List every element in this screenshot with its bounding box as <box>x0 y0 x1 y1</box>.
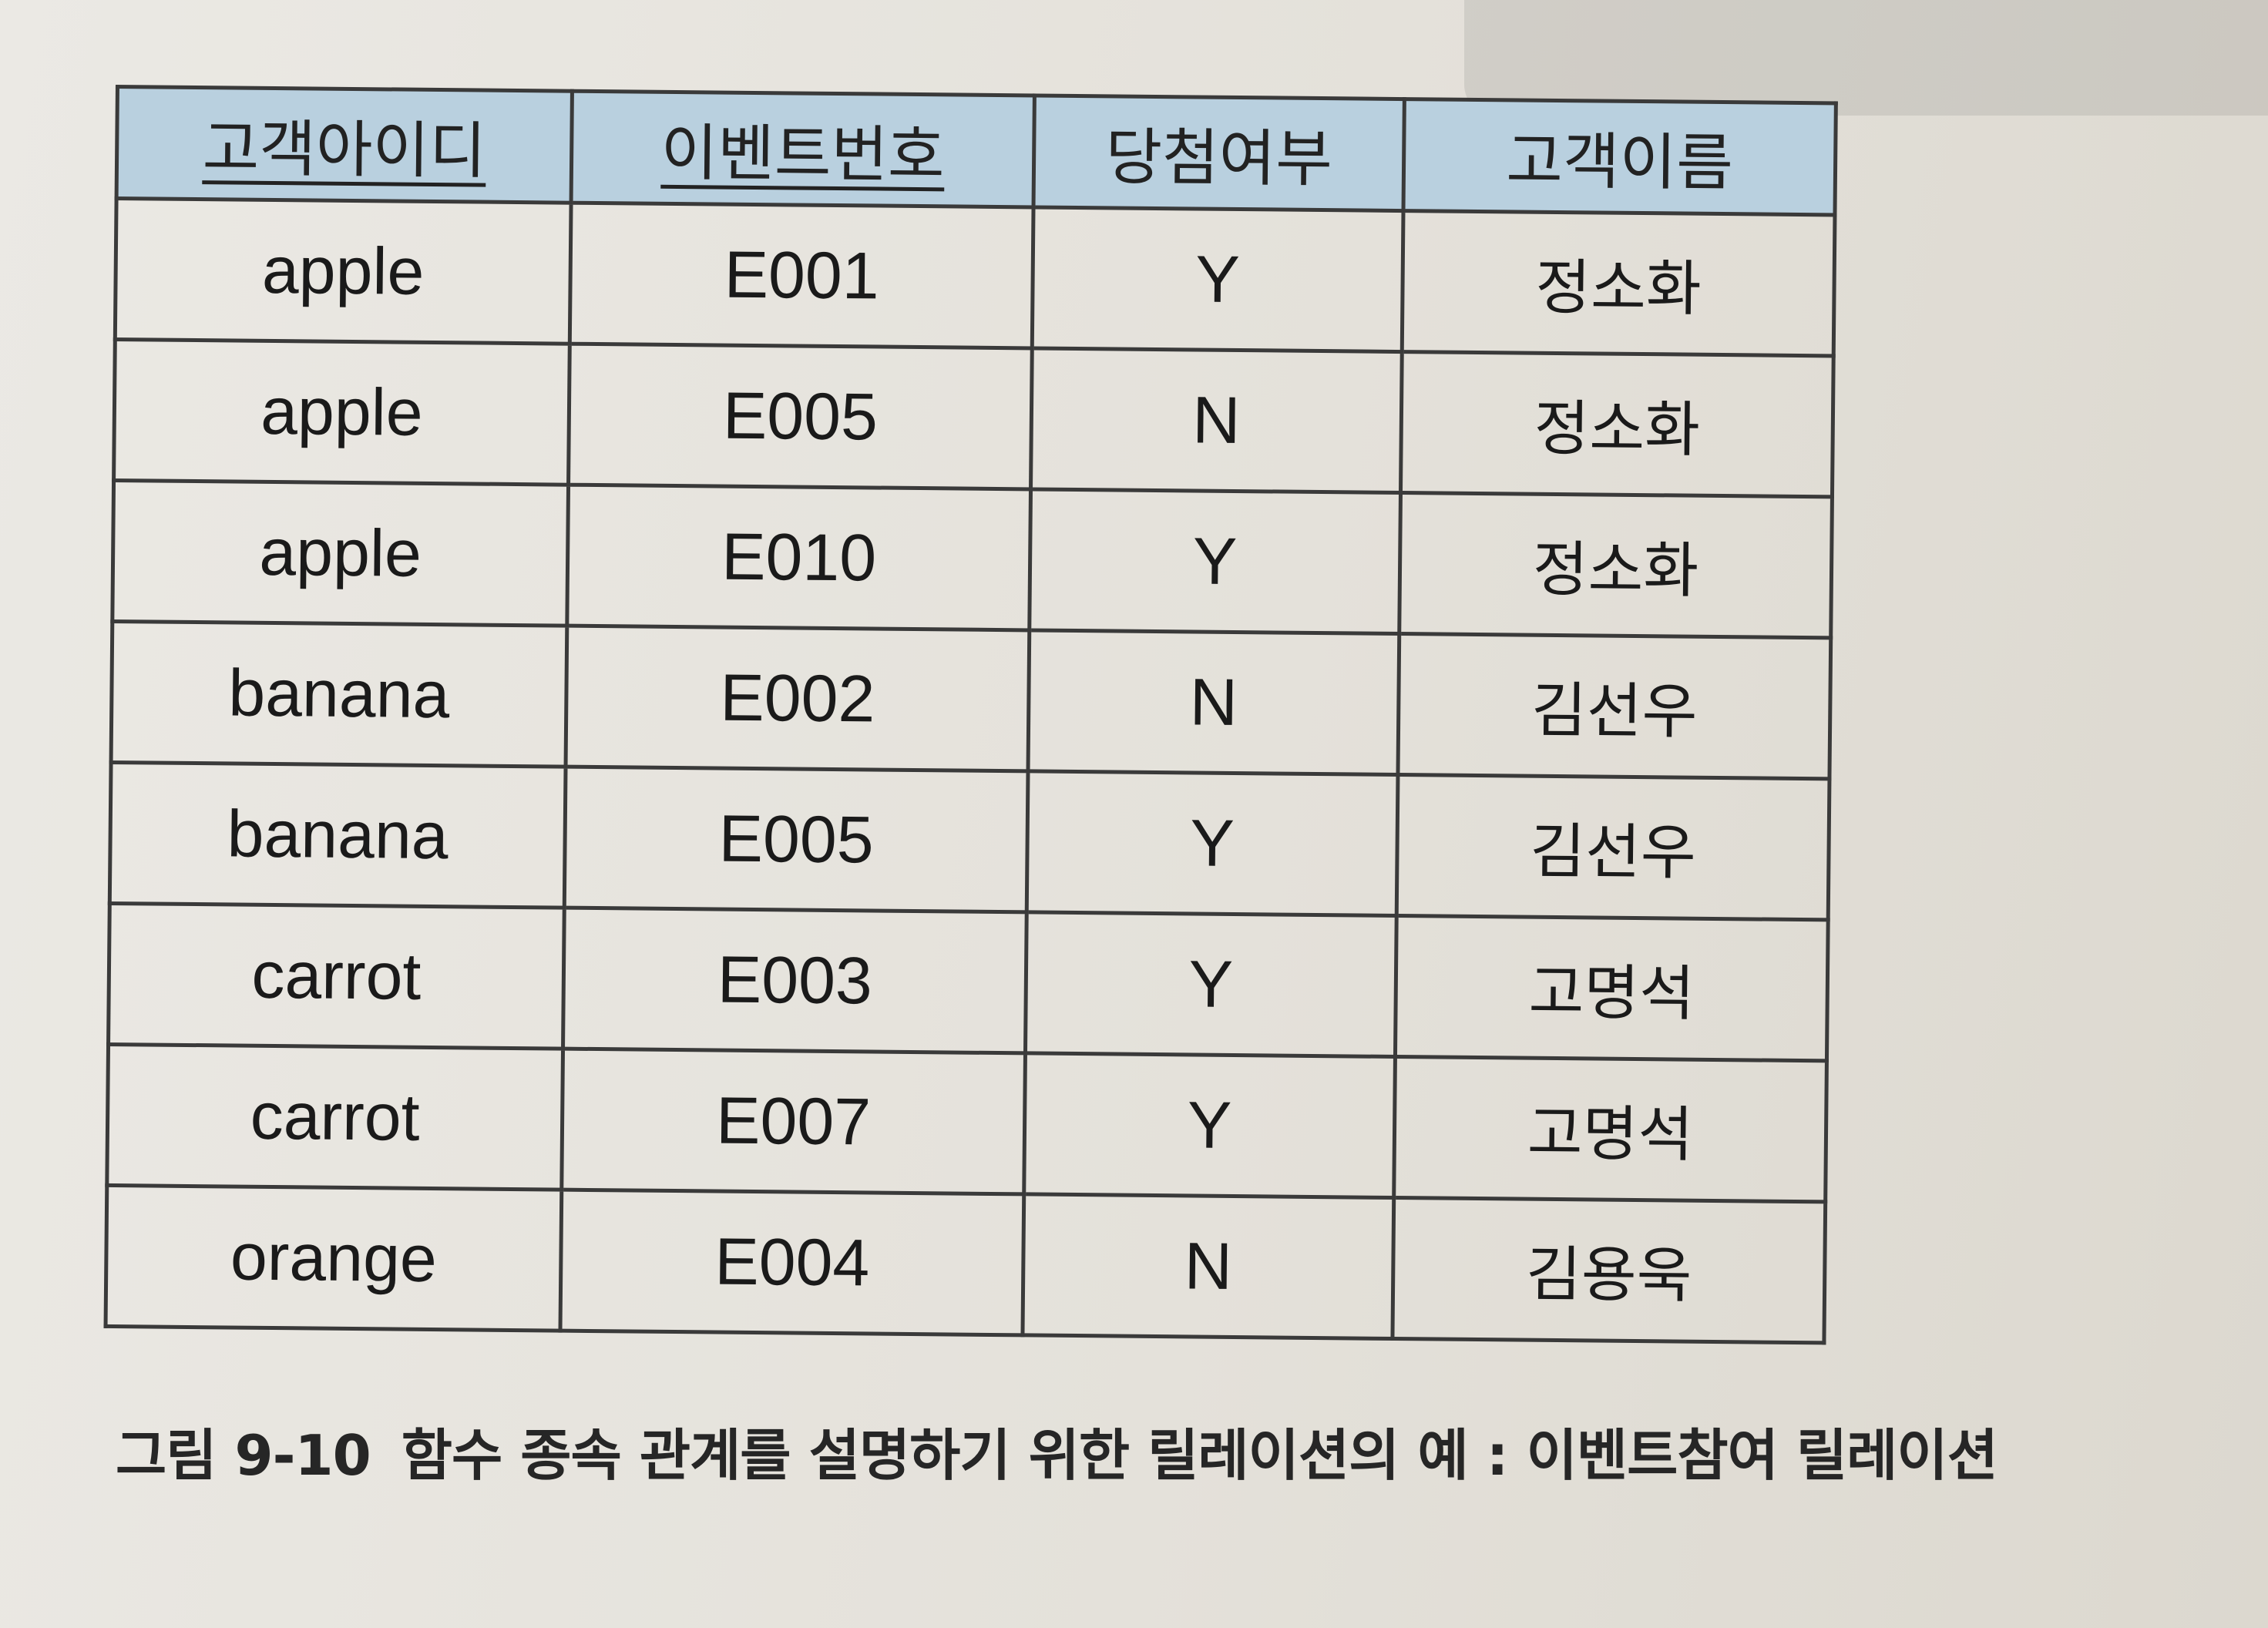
cell-win-status: N <box>1028 629 1399 775</box>
cell-event-number: E003 <box>563 908 1027 1053</box>
cell-win-status: Y <box>1026 770 1398 916</box>
table-row: carrot E003 Y 고명석 <box>108 903 1829 1061</box>
cell-event-number: E005 <box>564 767 1029 912</box>
cell-event-number: E007 <box>561 1049 1026 1194</box>
header-label: 이벤트번호 <box>660 116 946 192</box>
cell-event-number: E004 <box>560 1190 1024 1335</box>
cell-event-number: E001 <box>570 203 1034 348</box>
table-row: banana E002 N 김선우 <box>111 621 1831 779</box>
cell-customer-id: banana <box>111 621 567 767</box>
cell-customer-id: banana <box>109 762 566 908</box>
cell-customer-id: apple <box>115 198 572 344</box>
table-row: apple E001 Y 정소화 <box>115 198 1835 356</box>
cell-customer-id: orange <box>106 1185 562 1331</box>
header-label: 고객아이디 <box>202 112 487 187</box>
table-row: apple E010 Y 정소화 <box>112 480 1833 638</box>
cell-win-status: Y <box>1029 488 1401 634</box>
cell-customer-name: 정소화 <box>1399 492 1833 638</box>
cell-event-number: E005 <box>568 344 1033 489</box>
figure-caption: 그림 9-10 함수 종속 관계를 설명하기 위한 릴레이션의 예 : 이벤트참여… <box>116 1410 2196 1491</box>
cell-customer-id: apple <box>113 339 570 485</box>
table-header-row: 고객아이디 이벤트번호 당첨여부 고객이름 <box>116 86 1836 215</box>
table-row: apple E005 N 정소화 <box>113 339 1834 497</box>
cell-customer-id: carrot <box>106 1044 563 1190</box>
table-row: carrot E007 Y 고명석 <box>106 1044 1827 1202</box>
cell-customer-name: 정소화 <box>1400 351 1834 497</box>
cell-win-status: Y <box>1025 911 1397 1057</box>
header-label: 고객이름 <box>1505 125 1734 200</box>
cell-customer-id: carrot <box>108 903 565 1049</box>
header-customer-name: 고객이름 <box>1403 99 1836 215</box>
header-win-status: 당첨여부 <box>1033 95 1405 211</box>
header-customer-id: 고객아이디 <box>116 86 573 203</box>
event-participation-table: 고객아이디 이벤트번호 당첨여부 고객이름 apple E001 Y 정소화 a… <box>104 85 1838 1344</box>
bleed-through-heading <box>1464 0 2268 116</box>
header-event-number: 이벤트번호 <box>571 91 1035 207</box>
cell-event-number: E010 <box>566 485 1031 630</box>
table-row: banana E005 Y 김선우 <box>109 762 1830 920</box>
cell-customer-name: 김용욱 <box>1392 1197 1826 1343</box>
cell-customer-name: 김선우 <box>1396 774 1830 920</box>
cell-customer-name: 고명석 <box>1393 1056 1827 1202</box>
cell-win-status: Y <box>1032 206 1404 352</box>
cell-win-status: Y <box>1023 1052 1396 1198</box>
cell-customer-id: apple <box>112 480 569 626</box>
relation-table-container: 고객아이디 이벤트번호 당첨여부 고객이름 apple E001 Y 정소화 a… <box>104 85 1836 1344</box>
figure-caption-text: 함수 종속 관계를 설명하기 위한 릴레이션의 예 : 이벤트참여 릴레이션 <box>401 1423 1998 1488</box>
cell-event-number: E002 <box>566 626 1030 771</box>
figure-number: 그림 9-10 <box>116 1423 371 1488</box>
header-label: 당첨여부 <box>1105 121 1333 196</box>
cell-customer-name: 고명석 <box>1395 915 1829 1061</box>
cell-customer-name: 김선우 <box>1397 633 1831 779</box>
cell-win-status: N <box>1022 1193 1394 1339</box>
cell-win-status: N <box>1030 347 1403 493</box>
cell-customer-name: 정소화 <box>1402 210 1835 356</box>
table-row: orange E004 N 김용욱 <box>106 1185 1826 1343</box>
